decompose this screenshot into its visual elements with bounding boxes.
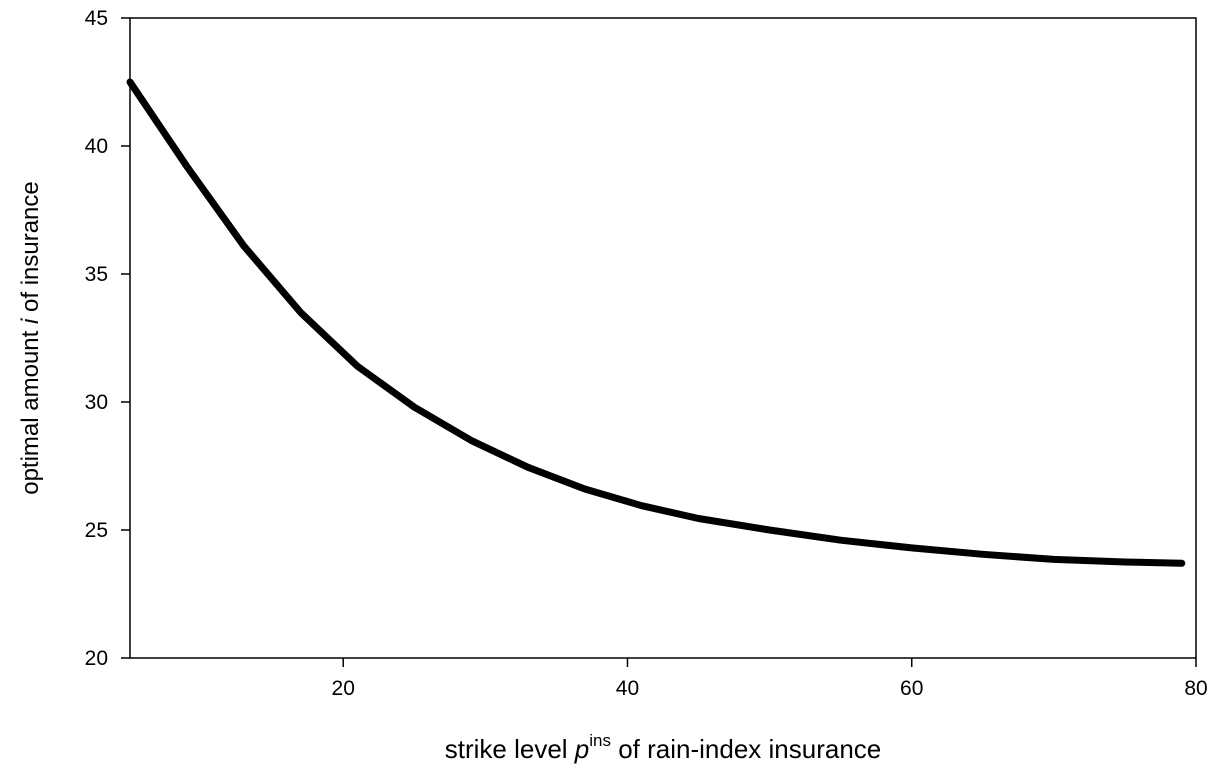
x-axis-title-post: of rain-index insurance [611, 734, 881, 764]
y-tick-label: 30 [85, 391, 108, 414]
x-axis-title-pre: strike level [445, 734, 575, 764]
x-axis-title-var: p [574, 734, 589, 764]
plot-frame [129, 17, 1197, 659]
series-layer [126, 78, 1186, 567]
x-tick-label: 80 [1184, 677, 1207, 700]
x-axis-title: strike level pins of rain-index insuranc… [445, 731, 882, 764]
x-tick-label: 40 [616, 677, 639, 700]
y-tick-label: 20 [85, 647, 108, 670]
y-axis-title-pre: optimal amount [17, 324, 44, 495]
x-axis-title-sup: ins [589, 731, 611, 750]
y-tick-label: 25 [85, 519, 108, 542]
x-axis-ticks: 20 40 60 80 [332, 658, 1208, 700]
y-axis-title-post: of insurance [17, 181, 44, 318]
y-axis-title: optimal amount i of insurance [17, 181, 44, 495]
y-tick-label: 45 [85, 7, 108, 30]
series-line [126, 78, 1186, 567]
y-tick-label: 35 [85, 263, 108, 286]
y-axis-title-var: i [17, 318, 44, 324]
y-tick-label: 40 [85, 135, 108, 158]
x-tick-label: 20 [332, 677, 355, 700]
x-tick-label: 60 [900, 677, 923, 700]
y-axis-ticks: 20 25 30 35 40 45 [85, 7, 130, 670]
